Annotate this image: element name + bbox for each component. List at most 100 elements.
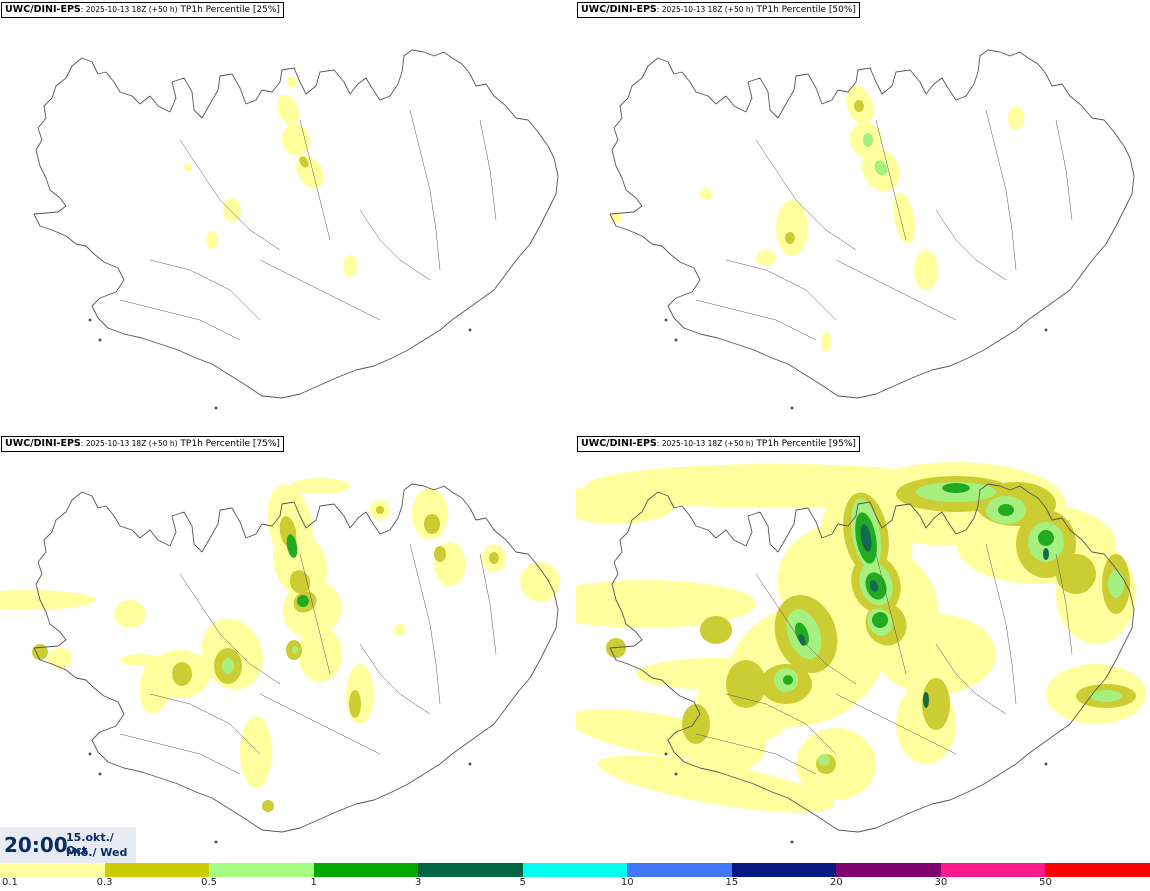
precip-area (376, 506, 384, 514)
precip-area (343, 255, 357, 277)
island (98, 338, 102, 342)
precip-area (914, 250, 938, 290)
color-legend: 0.1 0.3 0.5 1 3 5 10 15 20 30 50 (0, 863, 1150, 891)
legend-swatch (104, 863, 210, 877)
precip-area (48, 648, 72, 668)
precip-area (289, 570, 311, 594)
precip-area (818, 754, 830, 766)
precip-area (0, 590, 96, 610)
precip-area (349, 690, 361, 718)
coastline (33, 49, 559, 399)
precip-area (172, 662, 192, 686)
boundary-line (259, 693, 381, 755)
legend-tick-label: 15 (725, 877, 739, 888)
precip-area (286, 534, 298, 558)
valid-date-line2: Mið./ Wed (66, 846, 128, 859)
precip-area (606, 638, 626, 658)
legend-swatch (0, 863, 105, 877)
boundary-line (985, 109, 1017, 271)
coastline (33, 483, 559, 833)
island (790, 840, 794, 844)
boundary-line (359, 643, 431, 715)
precip-area (114, 600, 146, 628)
precip-area (776, 200, 808, 256)
precip-area (296, 155, 324, 189)
precip-area (682, 704, 710, 744)
precip-area (1108, 570, 1124, 598)
boundary-line (179, 573, 281, 685)
boundary-line (179, 139, 281, 251)
legend-tick-label: 10 (620, 877, 634, 888)
legend-swatch (836, 863, 941, 877)
island (214, 406, 218, 410)
boundary-line (1055, 119, 1073, 221)
valid-time: 20:00 (4, 833, 68, 857)
precip-area (262, 800, 274, 812)
precip-area (597, 755, 835, 813)
precip-area (520, 562, 560, 602)
legend-swatch (522, 863, 628, 877)
island (664, 318, 668, 322)
precip-area (223, 198, 241, 222)
island (674, 772, 678, 776)
valid-date-line1: 15.okt./ Oct (66, 831, 114, 857)
precip-area (394, 624, 406, 636)
precip-area (893, 192, 915, 244)
precip-area (869, 580, 879, 592)
map-panel-p50: UWC/DINI-EPS: 2025-10-13 18Z (+50 h) TP1… (576, 0, 1150, 434)
map-panel-p95: UWC/DINI-EPS: 2025-10-13 18Z (+50 h) TP1… (576, 434, 1150, 868)
precip-area (1038, 530, 1054, 546)
precip-area (292, 646, 298, 654)
island (98, 772, 102, 776)
field-name: TP1h Percentile [50%] (756, 5, 856, 15)
island (468, 762, 472, 766)
precip-area (290, 478, 350, 494)
boundary-line (479, 553, 497, 655)
precip-area (726, 660, 766, 708)
precip-field (184, 76, 357, 277)
boundary-line (149, 693, 261, 755)
precip-area (298, 626, 342, 682)
precipitation-map (0, 478, 560, 844)
precip-area (139, 654, 173, 714)
boundary-line (119, 733, 241, 775)
precip-area (998, 504, 1014, 516)
precipitation-map (33, 49, 559, 410)
panel-header: UWC/DINI-EPS: 2025-10-13 18Z (+50 h) TP1… (577, 436, 860, 452)
legend-swatch (313, 863, 419, 877)
valid-time-box: 20:00 15.okt./ Oct Mið./ Wed (0, 827, 136, 863)
boundary-line (409, 543, 441, 705)
boundary-line (835, 259, 957, 321)
precip-area (32, 644, 48, 660)
precip-area (434, 546, 446, 562)
boundary-line (695, 733, 817, 775)
map-panel-p75: UWC/DINI-EPS: 2025-10-13 18Z (+50 h) TP1… (0, 434, 574, 868)
boundary-line (985, 543, 1017, 705)
precip-area (1043, 548, 1049, 560)
model-name: UWC/DINI-EPS (581, 4, 657, 15)
legend-swatch (418, 863, 523, 877)
boundary-line (755, 139, 857, 251)
field-name: TP1h Percentile [95%] (756, 439, 856, 449)
precip-area (923, 692, 929, 708)
precip-area (576, 484, 676, 524)
field-name: TP1h Percentile [75%] (180, 439, 280, 449)
legend-tick-label: 1 (310, 877, 317, 888)
boundary-line (755, 573, 857, 685)
precip-area (854, 100, 864, 112)
precip-area (942, 483, 970, 493)
boundary-line (1055, 553, 1073, 655)
precip-area (287, 76, 297, 88)
run-info: : 2025-10-13 18Z (+50 h) (80, 5, 178, 14)
boundary-line (299, 119, 331, 241)
precip-area (277, 94, 299, 126)
panel-header: UWC/DINI-EPS: 2025-10-13 18Z (+50 h) TP1… (1, 2, 284, 18)
boundary-line (479, 119, 497, 221)
boundary-line (259, 259, 381, 321)
boundary-line (299, 553, 331, 675)
boundary-line (935, 643, 1007, 715)
precip-area (821, 332, 831, 352)
boundary-line (875, 553, 907, 675)
coastline (609, 49, 1135, 399)
legend-swatch (1045, 863, 1150, 877)
